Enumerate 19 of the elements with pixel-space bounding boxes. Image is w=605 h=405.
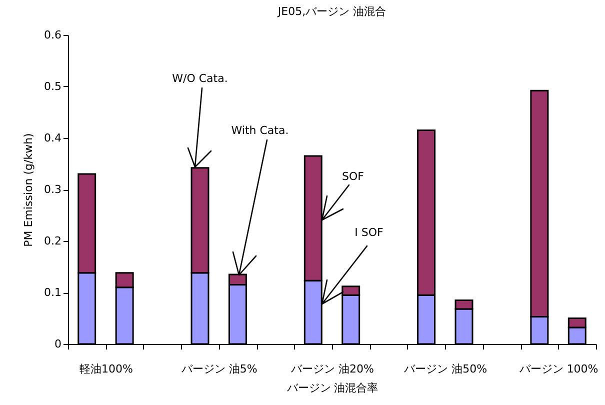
text: I SOF [354,226,384,239]
y-tick-label: 0.1 [44,286,62,299]
x-tick-label: バージン 100% [518,362,598,376]
annotation: With Cata. [231,124,289,137]
y-tick-label: 0.3 [44,183,62,196]
series-label: SOF [342,170,364,183]
y-tick-label: 0.2 [44,234,62,248]
chart-title: JE05,バージン 油混合 [276,5,386,18]
y-tick-label: 0.5 [44,80,62,93]
y-tick-label: 0.4 [44,132,62,144]
y-tick-label: 0 [54,338,62,350]
x-tick-label: バージン 油20% [290,362,374,376]
x-axis-title: バージン 油混合率 [286,382,378,394]
x-tick-label: 軽油100% [79,362,133,376]
annotation: W/O Cata. [172,72,228,85]
y-tick-label: 0.6 [44,28,62,42]
x-tick-label: バージン 油5% [180,362,258,376]
y-axis-title: PM Emission (g/kwh) [22,133,36,247]
x-tick-label: バージン 油50% [403,362,488,376]
